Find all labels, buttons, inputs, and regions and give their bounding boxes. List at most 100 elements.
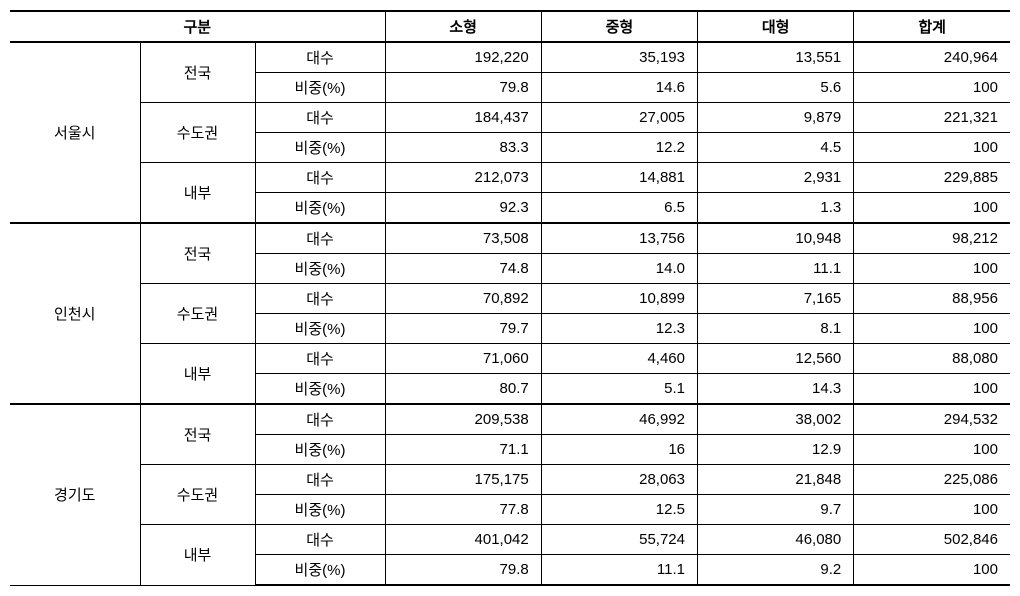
data-table: 구분 소형 중형 대형 합계 서울시전국대수192,22035,19313,55… (10, 10, 1010, 586)
value-cell-medium: 13,756 (541, 223, 697, 254)
header-medium: 중형 (541, 11, 697, 42)
value-cell-total: 221,321 (854, 103, 1010, 133)
value-cell-medium: 28,063 (541, 465, 697, 495)
value-cell-large: 1.3 (698, 193, 854, 224)
value-cell-total: 100 (854, 254, 1010, 284)
value-cell-small: 71.1 (385, 435, 541, 465)
value-cell-small: 79.8 (385, 73, 541, 103)
value-cell-medium: 55,724 (541, 525, 697, 555)
value-cell-medium: 4,460 (541, 344, 697, 374)
value-cell-small: 401,042 (385, 525, 541, 555)
value-cell-total: 100 (854, 495, 1010, 525)
value-cell-large: 9,879 (698, 103, 854, 133)
value-cell-small: 175,175 (385, 465, 541, 495)
value-cell-small: 184,437 (385, 103, 541, 133)
row-label: 대수 (255, 344, 385, 374)
region-name: 서울시 (10, 42, 140, 223)
value-cell-small: 212,073 (385, 163, 541, 193)
value-cell-small: 71,060 (385, 344, 541, 374)
value-cell-total: 240,964 (854, 42, 1010, 73)
value-cell-large: 2,931 (698, 163, 854, 193)
row-label: 대수 (255, 163, 385, 193)
value-cell-large: 12,560 (698, 344, 854, 374)
scope-name: 내부 (140, 344, 255, 405)
value-cell-medium: 16 (541, 435, 697, 465)
value-cell-medium: 12.3 (541, 314, 697, 344)
header-category: 구분 (10, 11, 385, 42)
value-cell-small: 79.7 (385, 314, 541, 344)
header-row: 구분 소형 중형 대형 합계 (10, 11, 1010, 42)
value-cell-small: 209,538 (385, 404, 541, 435)
value-cell-large: 9.7 (698, 495, 854, 525)
value-cell-large: 11.1 (698, 254, 854, 284)
value-cell-medium: 12.2 (541, 133, 697, 163)
row-label: 비중(%) (255, 374, 385, 405)
header-large: 대형 (698, 11, 854, 42)
value-cell-medium: 14,881 (541, 163, 697, 193)
value-cell-medium: 46,992 (541, 404, 697, 435)
value-cell-medium: 12.5 (541, 495, 697, 525)
value-cell-total: 88,956 (854, 284, 1010, 314)
scope-name: 내부 (140, 525, 255, 586)
row-label: 비중(%) (255, 133, 385, 163)
value-cell-medium: 10,899 (541, 284, 697, 314)
value-cell-total: 229,885 (854, 163, 1010, 193)
value-cell-total: 100 (854, 374, 1010, 405)
value-cell-total: 100 (854, 133, 1010, 163)
value-cell-medium: 14.6 (541, 73, 697, 103)
value-cell-small: 77.8 (385, 495, 541, 525)
table-row: 수도권대수175,17528,06321,848225,086 (10, 465, 1010, 495)
row-label: 비중(%) (255, 435, 385, 465)
value-cell-small: 80.7 (385, 374, 541, 405)
row-label: 비중(%) (255, 555, 385, 586)
value-cell-large: 38,002 (698, 404, 854, 435)
table-row: 인천시전국대수73,50813,75610,94898,212 (10, 223, 1010, 254)
value-cell-large: 13,551 (698, 42, 854, 73)
value-cell-total: 502,846 (854, 525, 1010, 555)
value-cell-large: 46,080 (698, 525, 854, 555)
value-cell-total: 100 (854, 73, 1010, 103)
value-cell-total: 98,212 (854, 223, 1010, 254)
value-cell-medium: 11.1 (541, 555, 697, 586)
value-cell-medium: 6.5 (541, 193, 697, 224)
table-row: 수도권대수70,89210,8997,16588,956 (10, 284, 1010, 314)
table-row: 경기도전국대수209,53846,99238,002294,532 (10, 404, 1010, 435)
scope-name: 내부 (140, 163, 255, 224)
value-cell-total: 100 (854, 435, 1010, 465)
value-cell-total: 225,086 (854, 465, 1010, 495)
table-body: 서울시전국대수192,22035,19313,551240,964비중(%)79… (10, 42, 1010, 585)
value-cell-total: 88,080 (854, 344, 1010, 374)
header-total: 합계 (854, 11, 1010, 42)
value-cell-large: 8.1 (698, 314, 854, 344)
value-cell-large: 9.2 (698, 555, 854, 586)
scope-name: 전국 (140, 223, 255, 284)
value-cell-medium: 5.1 (541, 374, 697, 405)
scope-name: 전국 (140, 404, 255, 465)
scope-name: 수도권 (140, 284, 255, 344)
row-label: 비중(%) (255, 73, 385, 103)
row-label: 대수 (255, 223, 385, 254)
value-cell-large: 21,848 (698, 465, 854, 495)
value-cell-medium: 27,005 (541, 103, 697, 133)
value-cell-small: 73,508 (385, 223, 541, 254)
header-small: 소형 (385, 11, 541, 42)
value-cell-small: 79.8 (385, 555, 541, 586)
region-name: 경기도 (10, 404, 140, 585)
table-row: 수도권대수184,43727,0059,879221,321 (10, 103, 1010, 133)
value-cell-medium: 14.0 (541, 254, 697, 284)
value-cell-small: 74.8 (385, 254, 541, 284)
value-cell-medium: 35,193 (541, 42, 697, 73)
scope-name: 수도권 (140, 103, 255, 163)
table-row: 내부대수71,0604,46012,56088,080 (10, 344, 1010, 374)
value-cell-large: 5.6 (698, 73, 854, 103)
table-row: 내부대수212,07314,8812,931229,885 (10, 163, 1010, 193)
row-label: 대수 (255, 284, 385, 314)
row-label: 대수 (255, 525, 385, 555)
table-row: 서울시전국대수192,22035,19313,551240,964 (10, 42, 1010, 73)
value-cell-large: 12.9 (698, 435, 854, 465)
scope-name: 전국 (140, 42, 255, 103)
row-label: 비중(%) (255, 495, 385, 525)
value-cell-large: 7,165 (698, 284, 854, 314)
row-label: 비중(%) (255, 193, 385, 224)
value-cell-total: 100 (854, 314, 1010, 344)
